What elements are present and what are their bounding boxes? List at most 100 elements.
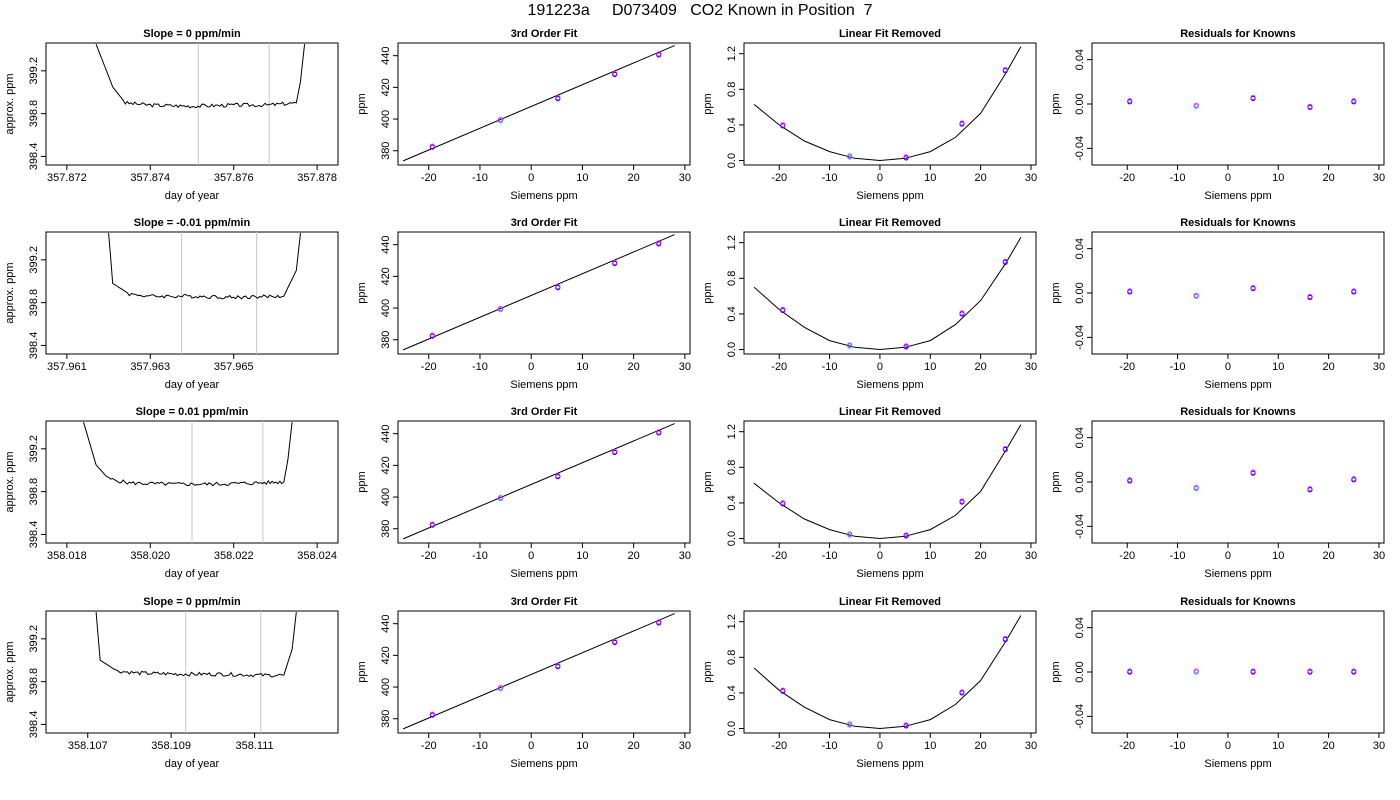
panel-r4-c1-xtick-label-0: 358.107 <box>68 740 108 752</box>
panel-r3-c2-point-b-3 <box>612 448 618 454</box>
panel-r2-c3-xtick-label-5: 30 <box>1025 361 1037 373</box>
panel-r3-c3-frame <box>743 420 1037 544</box>
panel-r3-c1-ylabel: approx. ppm <box>4 451 16 512</box>
panel-r3-c2-xtick-label-5: 30 <box>679 550 691 562</box>
panel-r1-c1-xlabel: day of year <box>165 190 220 202</box>
panel-r4-c1-ylabel: approx. ppm <box>4 641 16 702</box>
panel-r1-c3-fit-curve <box>753 46 1022 162</box>
panel-r4-c3-point-b-1 <box>847 721 853 727</box>
panel-r2-c2-fit-line <box>402 234 675 351</box>
panel-r1-c4-xtick-label-0: -20 <box>1119 172 1135 184</box>
panel-r3-c4-xlabel: Siemens ppm <box>1204 568 1271 580</box>
panel-r1-c3-ytick-label-1: 0.4 <box>726 117 738 132</box>
panel-r2-c2-point-b-0 <box>429 332 435 338</box>
panel-r3-c2-frame <box>397 420 691 544</box>
panel-r2-c3-xtick-label-1: -10 <box>822 361 838 373</box>
panel-r1-c3-ytick-label-0: 0.0 <box>726 153 738 168</box>
panel-r4-c2-point-b-0 <box>429 711 435 717</box>
panel-r2-c2-xlabel: Siemens ppm <box>510 379 577 391</box>
panel-r1-c2-ytick-label-2: 420 <box>380 78 392 96</box>
panel-r1-c3-ylabel: ppm <box>702 93 714 114</box>
panel-r3-c1-ytick-label-1: 398.8 <box>28 478 40 506</box>
panel-r1-c2-xtick-label-5: 30 <box>679 172 691 184</box>
panel-r1-c2-ylabel: ppm <box>356 93 368 114</box>
panel-r3-c3-xtick-label-0: -20 <box>771 550 787 562</box>
panel-r3-c4-ytick-label-2: 0.04 <box>1074 427 1086 448</box>
panel-r2-c4-xtick-label-5: 30 <box>1373 361 1385 373</box>
panel-r2-c1-xtick-label-2: 357.965 <box>214 361 254 373</box>
panel-r2-c2-xtick-label-3: 10 <box>576 361 588 373</box>
panel-r2-c1-xtick-label-0: 357.961 <box>47 361 87 373</box>
panel-r1-c3-frame <box>743 42 1037 166</box>
panel-r1-c1-xtick-label-2: 357.876 <box>214 172 254 184</box>
panel-r4-c3-xtick-label-2: 0 <box>877 740 883 752</box>
panel-r1-c1-ylabel: approx. ppm <box>4 73 16 134</box>
panel-r3-c2-xtick-label-0: -20 <box>421 550 437 562</box>
panel-r3-c4-title: Residuals for Knowns <box>1180 406 1296 418</box>
panel-r4-c3-xtick-label-5: 30 <box>1025 740 1037 752</box>
panel-r2-c4-ytick-label-2: 0.04 <box>1074 238 1086 259</box>
panel-r3-c2-ytick-label-0: 380 <box>380 520 392 538</box>
panel-r1-c1-xtick-label-0: 357.872 <box>47 172 87 184</box>
panel-r2-c4-xtick-label-0: -20 <box>1119 361 1135 373</box>
panel-r1-c2-xtick-label-4: 20 <box>628 172 640 184</box>
panel-r2-c4-ytick-label-0: -0.04 <box>1074 325 1086 350</box>
panel-r2-c1-ytick-label-2: 399.2 <box>28 246 40 274</box>
panel-r2-c2-point-b-2 <box>555 284 561 290</box>
panel-r1-c1-ytick-label-2: 399.2 <box>28 57 40 85</box>
panel-r1-c2-point-b-2 <box>555 95 561 101</box>
panel-r2-c1-ytick-label-1: 398.8 <box>28 289 40 317</box>
panel-r2-c4-ytick-label-1: 0.00 <box>1074 282 1086 303</box>
panel-r3-c2-point-b-1 <box>497 495 503 501</box>
panel-r2-c4-xtick-label-3: 10 <box>1272 361 1284 373</box>
panel-r2-c2-ytick-label-3: 440 <box>380 235 392 253</box>
panel-r2-c3-ytick-label-0: 0.0 <box>726 342 738 357</box>
panel-r4-c3-ytick-label-0: 0.0 <box>726 721 738 736</box>
panel-r4-c4-xtick-label-5: 30 <box>1373 740 1385 752</box>
panel-r2-c4-ylabel: ppm <box>1050 282 1062 303</box>
panel-r3-c3-point-b-3 <box>959 498 965 504</box>
panel-r2-c3-point-b-2 <box>903 343 909 349</box>
panel-r1-c4-xtick-label-2: 0 <box>1225 172 1231 184</box>
panel-r4-c2-fit-line <box>402 613 675 730</box>
panel-r1-c4-point-b-0 <box>1127 98 1133 104</box>
panel-r3-c1-xtick-label-2: 358.022 <box>214 550 254 562</box>
panel-r2-c2-ytick-label-0: 380 <box>380 331 392 349</box>
panel-r4-c4-ytick-label-0: -0.04 <box>1074 704 1086 729</box>
panel-r3-c1-series-line <box>83 421 293 487</box>
panel-r4-c2-xtick-label-5: 30 <box>679 740 691 752</box>
panel-r4-c4-xtick-label-0: -20 <box>1119 740 1135 752</box>
panel-r1-c1-ytick-label-1: 398.8 <box>28 100 40 128</box>
panel-r3-c2-ytick-label-3: 440 <box>380 424 392 442</box>
panel-r1-c4-xlabel: Siemens ppm <box>1204 190 1271 202</box>
panel-r2-c3-point-b-3 <box>959 310 965 316</box>
panel-r3-c2-xtick-label-3: 10 <box>576 550 588 562</box>
panel-r2-c4-point-b-1 <box>1193 292 1199 298</box>
panel-r4-c2-point-b-1 <box>497 685 503 691</box>
panel-r1-c1-xtick-label-3: 357.878 <box>297 172 337 184</box>
panel-r1-c4-ytick-label-0: -0.04 <box>1074 136 1086 161</box>
panel-r4-c1-ytick-label-2: 399.2 <box>28 625 40 653</box>
panel-r4-c4-ytick-label-1: 0.00 <box>1074 661 1086 682</box>
panel-r3-c3-ytick-label-0: 0.0 <box>726 531 738 546</box>
panel-r4-c2-ytick-label-3: 440 <box>380 614 392 632</box>
panel-r2-c4-frame <box>1091 231 1385 355</box>
panel-r1-c2-title: 3rd Order Fit <box>511 28 578 40</box>
panel-r2-c3-xtick-label-3: 10 <box>924 361 936 373</box>
panel-r1-c3-xtick-label-3: 10 <box>924 172 936 184</box>
panel-r4-c3-point-b-2 <box>903 722 909 728</box>
panel-r1-c2-xtick-label-3: 10 <box>576 172 588 184</box>
panel-r3-c2-ytick-label-1: 400 <box>380 488 392 506</box>
panel-r4-c4-xtick-label-1: -10 <box>1170 740 1186 752</box>
panel-r4-c2-ytick-label-2: 420 <box>380 646 392 664</box>
panel-r1-c2-frame <box>397 42 691 166</box>
panel-r3-c3-xlabel: Siemens ppm <box>856 568 923 580</box>
panel-r1-c2-point-b-4 <box>656 51 662 57</box>
panel-r2-c1-ytick-label-0: 398.4 <box>28 332 40 360</box>
panel-r2-c4-point-b-3 <box>1307 293 1313 299</box>
panel-r3-c1-xtick-label-1: 358.020 <box>130 550 170 562</box>
panel-r3-c4-xtick-label-5: 30 <box>1373 550 1385 562</box>
panel-r1-c4-point-b-2 <box>1250 94 1256 100</box>
panel-r3-c3-point-b-2 <box>903 532 909 538</box>
panel-r3-c3-xtick-label-4: 20 <box>974 550 986 562</box>
